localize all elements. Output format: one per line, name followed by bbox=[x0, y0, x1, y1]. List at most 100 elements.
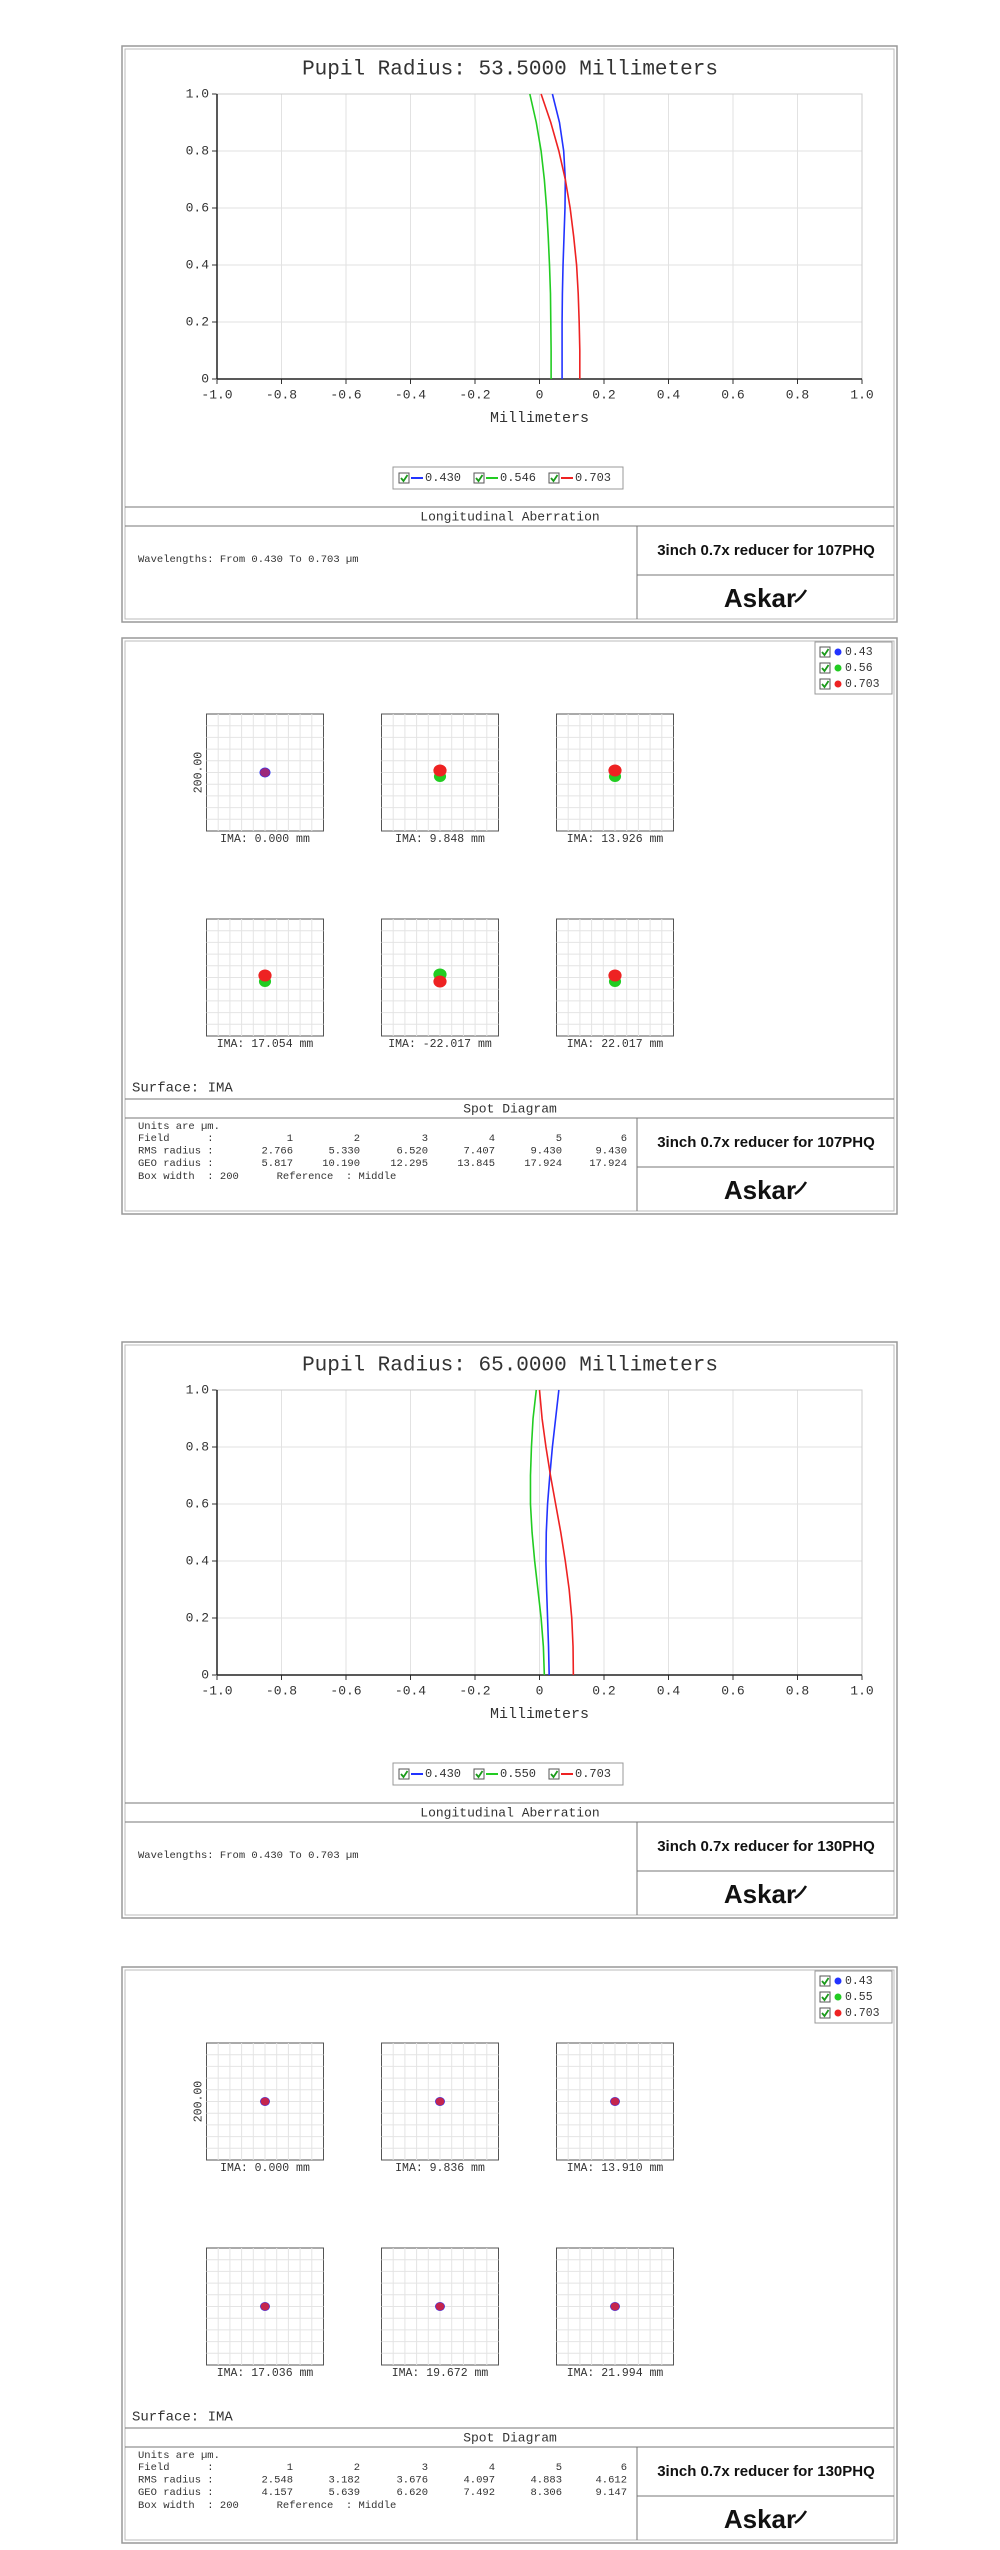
x-tick-label: 0 bbox=[536, 387, 544, 402]
table-cell: 5 bbox=[556, 2462, 562, 2474]
spot bbox=[433, 764, 447, 777]
aberration-curve bbox=[551, 93, 567, 379]
table-row-label: RMS radius : bbox=[138, 1145, 214, 1157]
legend-label: 0.703 bbox=[575, 471, 611, 485]
product-name: 3inch 0.7x reducer for 130PHQ bbox=[657, 2463, 875, 2480]
legend-label: 0.430 bbox=[425, 1767, 461, 1781]
legend-label: 0.55 bbox=[845, 1991, 873, 2004]
table-row-label: GEO radius : bbox=[138, 2487, 214, 2499]
check-mark bbox=[821, 2009, 830, 2018]
check-mark bbox=[821, 1977, 830, 1986]
x-tick-label: 1.0 bbox=[850, 1683, 873, 1698]
table-cell: 3.182 bbox=[328, 2474, 360, 2486]
x-tick-label: 0.2 bbox=[592, 387, 615, 402]
table-cell: 9.430 bbox=[530, 1145, 562, 1157]
field-label: IMA: 9.848 mm bbox=[395, 833, 485, 846]
table-row-label: Field : bbox=[138, 1133, 214, 1145]
y-tick-label: 0.4 bbox=[186, 257, 210, 272]
table-cell: 8.306 bbox=[530, 2487, 562, 2499]
field-label: IMA: 17.036 mm bbox=[217, 2367, 314, 2380]
aberration-curve bbox=[545, 1389, 560, 1676]
chart-title: Pupil Radius: 65.0000 Millimeters bbox=[302, 1355, 718, 1378]
x-tick-label: 0.4 bbox=[657, 1683, 681, 1698]
table-row-label: Field : bbox=[138, 2462, 214, 2474]
checkbox bbox=[819, 1975, 831, 1987]
table-cell: 3 bbox=[422, 1133, 428, 1145]
check-mark bbox=[400, 1770, 409, 1779]
spot bbox=[608, 969, 622, 982]
checkbox bbox=[398, 1768, 410, 1780]
table-cell: 4 bbox=[489, 2462, 495, 2474]
legend-label: 0.546 bbox=[500, 471, 536, 485]
table-cell: 9.430 bbox=[595, 1145, 627, 1157]
y-tick-label: 0.2 bbox=[186, 1610, 209, 1625]
x-tick-label: 0.4 bbox=[657, 387, 681, 402]
box-width-label: 200.00 bbox=[193, 2081, 206, 2123]
checkbox bbox=[548, 1768, 560, 1780]
y-tick-label: 0 bbox=[201, 371, 209, 386]
field-label: IMA: 0.000 mm bbox=[220, 833, 310, 846]
field-label: IMA: 21.994 mm bbox=[567, 2367, 664, 2380]
brand-swoosh bbox=[794, 589, 808, 604]
table-cell: 7.407 bbox=[463, 1145, 495, 1157]
chart-title: Pupil Radius: 53.5000 Millimeters bbox=[302, 59, 718, 82]
table-cell: 1 bbox=[287, 1133, 293, 1145]
table-cell: 4.097 bbox=[463, 2474, 495, 2486]
table-cell: 4 bbox=[489, 1133, 495, 1145]
y-tick-label: 0.8 bbox=[186, 143, 209, 158]
x-tick-label: -0.8 bbox=[266, 1683, 297, 1698]
legend-label: 0.56 bbox=[845, 662, 873, 675]
wavelength-note: Wavelengths: From 0.430 To 0.703 µm bbox=[138, 1850, 359, 1862]
spot bbox=[435, 2097, 445, 2106]
table-cell: 17.924 bbox=[524, 1158, 562, 1170]
check-mark bbox=[550, 1770, 559, 1779]
caption: Longitudinal Aberration bbox=[420, 509, 599, 524]
brand-swoosh bbox=[794, 1885, 808, 1900]
table-cell: 2 bbox=[354, 1133, 360, 1145]
table-cell: 5.639 bbox=[328, 2487, 360, 2499]
x-tick-label: 0.6 bbox=[721, 387, 744, 402]
check-mark bbox=[821, 1993, 830, 2002]
aberration-curve bbox=[529, 93, 552, 379]
checkbox bbox=[473, 472, 485, 484]
legend-marker bbox=[834, 648, 842, 656]
spot bbox=[433, 975, 447, 988]
table-cell: 2.548 bbox=[261, 2474, 293, 2486]
x-axis-label: Millimeters bbox=[490, 1706, 589, 1723]
x-tick-label: -1.0 bbox=[201, 1683, 232, 1698]
table-cell: 2 bbox=[354, 2462, 360, 2474]
x-tick-label: -1.0 bbox=[201, 387, 232, 402]
x-axis-label: Millimeters bbox=[490, 410, 589, 427]
table-row-label: GEO radius : bbox=[138, 1158, 214, 1170]
spot bbox=[610, 2097, 620, 2106]
legend-label: 0.703 bbox=[575, 1767, 611, 1781]
panel-inner-frame bbox=[124, 48, 895, 620]
checkbox bbox=[473, 1768, 485, 1780]
table-cell: 3.676 bbox=[396, 2474, 428, 2486]
aberration-curve bbox=[540, 93, 581, 379]
table-cell: 6.520 bbox=[396, 1145, 428, 1157]
table-footer: Box width : 200 Reference : Middle bbox=[138, 1171, 396, 1183]
table-cell: 12.295 bbox=[390, 1158, 428, 1170]
panel-inner-frame bbox=[124, 640, 895, 1212]
table-cell: 7.492 bbox=[463, 2487, 495, 2499]
y-tick-label: 0.4 bbox=[186, 1553, 210, 1568]
table-cell: 4.612 bbox=[595, 2474, 627, 2486]
x-tick-label: -0.8 bbox=[266, 387, 297, 402]
legend-box bbox=[392, 466, 624, 490]
caption: Spot Diagram bbox=[463, 1101, 557, 1116]
y-tick-label: 0.2 bbox=[186, 314, 209, 329]
checkbox bbox=[819, 646, 831, 658]
table-cell: 17.924 bbox=[589, 1158, 627, 1170]
product-name: 3inch 0.7x reducer for 107PHQ bbox=[657, 1134, 875, 1151]
table-cell: 4.157 bbox=[261, 2487, 293, 2499]
field-label: IMA: 13.910 mm bbox=[567, 2162, 664, 2175]
y-tick-label: 0.8 bbox=[186, 1439, 209, 1454]
checkbox bbox=[398, 472, 410, 484]
x-tick-label: 0 bbox=[536, 1683, 544, 1698]
x-tick-label: -0.6 bbox=[330, 1683, 361, 1698]
y-tick-label: 1.0 bbox=[186, 1382, 209, 1397]
x-tick-label: -0.2 bbox=[459, 387, 490, 402]
spot bbox=[258, 969, 272, 982]
legend-label: 0.703 bbox=[845, 678, 880, 691]
